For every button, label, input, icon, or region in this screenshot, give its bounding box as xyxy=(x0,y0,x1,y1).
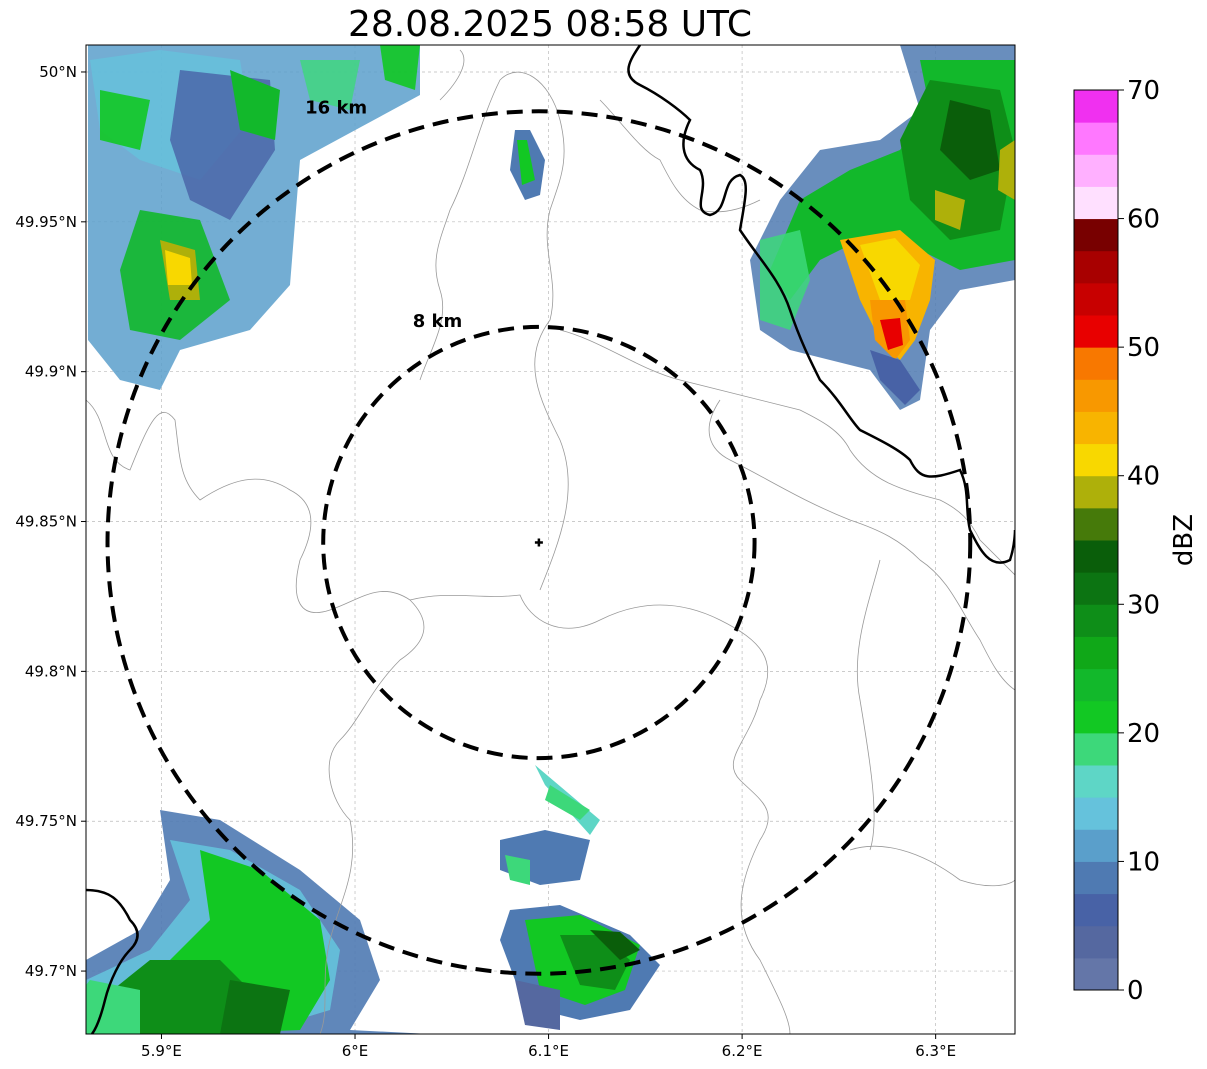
colorbar-segment xyxy=(1074,604,1118,637)
colorbar-tick-label: 30 xyxy=(1127,590,1160,620)
colorbar-segment xyxy=(1074,668,1118,702)
colorbar-segment xyxy=(1074,475,1118,509)
colorbar-tick-label: 20 xyxy=(1127,719,1160,749)
colorbar-tick-label: 0 xyxy=(1127,976,1144,1006)
y-axis-ticks: 50°N 49.95°N 49.9°N 49.85°N 49.8°N 49.75°N 49.… xyxy=(15,63,86,980)
colorbar-segment xyxy=(1074,700,1118,734)
colorbar-segment xyxy=(1074,122,1118,155)
x-axis-ticks: 5.9°E 6°E 6.1°E 6.2°E 6.3°E xyxy=(141,1034,956,1060)
colorbar-segment xyxy=(1074,572,1118,605)
radar-echoes xyxy=(86,45,1015,1034)
colorbar-segment xyxy=(1074,765,1118,798)
echo-cluster-northeast xyxy=(750,45,1015,410)
echo-cluster-southwest xyxy=(86,810,430,1034)
colorbar-segment xyxy=(1074,636,1118,670)
colorbar-segment xyxy=(1074,411,1118,445)
y-tick-label: 49.95°N xyxy=(15,213,77,231)
colorbar-segment xyxy=(1074,347,1118,380)
country-border-southwest xyxy=(86,888,139,1034)
admin-boundaries xyxy=(86,49,1015,1034)
radar-site-marker xyxy=(534,538,543,547)
colorbar-frame xyxy=(1073,89,1119,991)
x-tick-label: 6.1°E xyxy=(528,1042,569,1060)
colorbar-segment xyxy=(1074,282,1118,316)
y-tick-label: 49.7°N xyxy=(25,962,77,980)
colorbar-segment xyxy=(1074,90,1118,123)
colorbar-segment xyxy=(1074,315,1118,348)
colorbar-tick-label: 10 xyxy=(1127,847,1160,877)
y-tick-label: 50°N xyxy=(39,63,77,81)
colorbar-segment xyxy=(1074,861,1118,895)
colorbar-segment xyxy=(1074,218,1118,252)
y-tick-label: 49.9°N xyxy=(25,363,77,381)
colorbar-segment xyxy=(1074,443,1118,477)
colorbar-tick-label: 70 xyxy=(1127,76,1160,106)
colorbar-tick-label: 60 xyxy=(1127,205,1160,235)
echo-cluster-north xyxy=(510,130,545,200)
x-tick-label: 6°E xyxy=(342,1042,369,1060)
colorbar-segment xyxy=(1074,797,1118,830)
y-tick-label: 49.85°N xyxy=(15,513,77,531)
colorbar-segment xyxy=(1074,893,1118,927)
colorbar-tick-label: 40 xyxy=(1127,462,1160,492)
y-tick-label: 49.75°N xyxy=(15,812,77,830)
colorbar-tick-label: 50 xyxy=(1127,333,1160,363)
colorbar-segment xyxy=(1074,925,1118,959)
colorbar-segment xyxy=(1074,186,1118,220)
echo-cluster-northwest xyxy=(88,45,420,390)
range-ring-8km xyxy=(321,324,757,761)
colorbar-segment xyxy=(1074,154,1118,187)
x-tick-label: 5.9°E xyxy=(141,1042,182,1060)
colorbar-segment xyxy=(1074,957,1118,991)
x-tick-label: 6.3°E xyxy=(915,1042,956,1060)
echo-cluster-south-center xyxy=(500,765,660,1030)
colorbar-label: dBZ xyxy=(1169,514,1199,566)
range-ring-label: 8 km xyxy=(413,311,463,332)
colorbar-segment xyxy=(1074,250,1118,284)
colorbar-segment xyxy=(1074,732,1118,766)
colorbar-segment xyxy=(1074,829,1118,862)
x-tick-label: 6.2°E xyxy=(722,1042,763,1060)
map-title: 28.08.2025 08:58 UTC xyxy=(347,4,753,45)
range-ring-label: 16 km xyxy=(305,98,367,119)
range-rings: 8 km 16 km xyxy=(105,98,973,976)
range-ring-16km xyxy=(105,109,973,976)
colorbar-segment xyxy=(1074,540,1118,573)
colorbar: 0 10 20 30 40 50 60 70 dBZ xyxy=(1073,76,1199,1006)
y-tick-label: 49.8°N xyxy=(25,662,77,680)
plot-frame xyxy=(85,44,1016,1035)
colorbar-segment xyxy=(1074,507,1118,541)
colorbar-segment xyxy=(1074,379,1118,412)
